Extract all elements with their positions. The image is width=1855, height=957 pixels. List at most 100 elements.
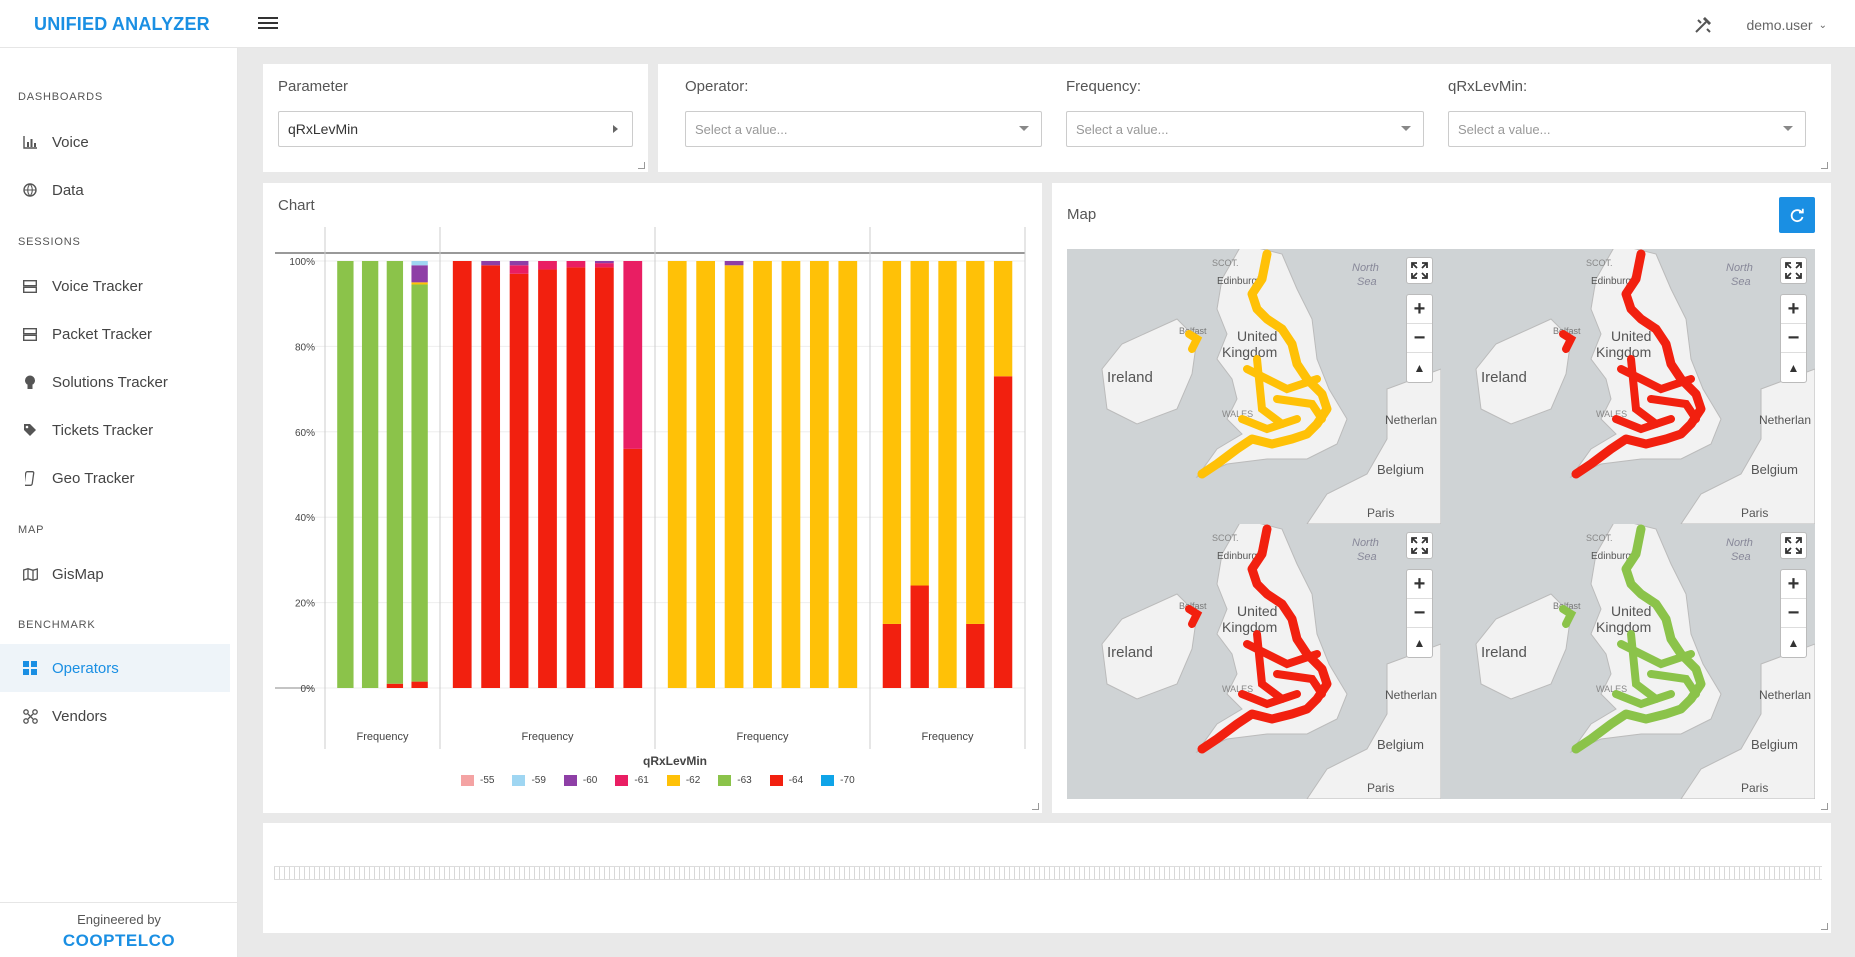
legend-item[interactable]: -61 [615,775,649,786]
sidebar-item-voice-tracker[interactable]: Voice Tracker [0,262,230,310]
bar-segment[interactable] [966,261,985,624]
drive-route[interactable] [1185,330,1203,353]
operator-select[interactable]: Select a value... [685,111,1042,147]
resize-handle[interactable] [638,162,645,169]
resize-handle[interactable] [1821,803,1828,810]
bar-segment[interactable] [411,282,428,285]
bar-segment[interactable] [509,261,529,266]
map-view[interactable]: SCOT. Edinburgh North Sea Belfast United Kingd… [1067,249,1441,524]
drive-route[interactable] [1253,630,1286,703]
resize-handle[interactable] [1821,162,1828,169]
zoom-in-button[interactable]: + [1781,295,1806,324]
drive-route[interactable] [1647,670,1700,698]
fullscreen-button[interactable] [1406,532,1433,559]
zoom-out-button[interactable]: − [1781,324,1806,353]
qrx-select[interactable]: Select a value... [1448,111,1806,147]
bar-segment[interactable] [509,273,529,688]
zoom-out-button[interactable]: − [1781,599,1806,628]
bar-segment[interactable] [910,261,929,586]
map-view[interactable]: SCOT. Edinburgh North Sea Belfast United Kingd… [1067,524,1441,799]
map-view[interactable]: SCOT. Edinburgh North Sea Belfast United Kingd… [1441,249,1815,524]
app-title[interactable]: UNIFIED ANALYZER [34,14,210,34]
drive-route[interactable] [1571,524,1706,754]
legend-item[interactable]: -60 [563,775,597,786]
map-view[interactable]: SCOT. Edinburgh North Sea Belfast United Kingd… [1441,524,1815,799]
sidebar-item-geo-tracker[interactable]: Geo Tracker [0,454,230,502]
menu-toggle-icon[interactable] [258,17,278,31]
drive-route[interactable] [1571,249,1706,479]
drive-route[interactable] [1559,605,1577,628]
refresh-button[interactable] [1779,197,1815,233]
drive-route[interactable] [1612,690,1675,709]
resize-handle[interactable] [1032,803,1039,810]
bar-segment[interactable] [566,267,586,688]
sidebar-item-data[interactable]: Data [0,166,230,214]
bar-segment[interactable] [993,376,1013,688]
sidebar-item-operators[interactable]: Operators [0,644,230,692]
bar-segment[interactable] [696,261,716,688]
bar-segment[interactable] [623,448,643,688]
drive-route[interactable] [1253,355,1286,428]
bar-segment[interactable] [481,261,501,266]
compass-icon[interactable]: ▲ [1413,635,1426,650]
drive-route[interactable] [1627,355,1660,428]
timeline-slider[interactable] [274,866,1822,880]
zoom-out-button[interactable]: − [1407,324,1432,353]
bar-segment[interactable] [966,623,985,688]
fullscreen-button[interactable] [1406,257,1433,284]
bar-segment[interactable] [809,261,829,688]
bar-segment[interactable] [594,261,614,264]
fullscreen-button[interactable] [1780,532,1807,559]
legend-item[interactable]: -62 [666,775,700,786]
resize-handle[interactable] [1821,923,1828,930]
tools-icon[interactable] [1692,14,1714,36]
bar-segment[interactable] [667,261,687,688]
sidebar-item-vendors[interactable]: Vendors [0,692,230,740]
drive-route[interactable] [1627,630,1660,703]
drive-route[interactable] [1197,249,1332,479]
parameter-select[interactable]: qRxLevMin [278,111,633,147]
drive-route[interactable] [1273,670,1326,698]
bar-segment[interactable] [509,265,529,274]
drive-route[interactable] [1559,330,1577,353]
bar-segment[interactable] [910,585,929,688]
frequency-select[interactable]: Select a value... [1066,111,1424,147]
sidebar-item-solutions-tracker[interactable]: Solutions Tracker [0,358,230,406]
bar-segment[interactable] [838,261,858,688]
bar-segment[interactable] [753,261,772,688]
bar-segment[interactable] [781,261,801,688]
compass-icon[interactable]: ▲ [1787,360,1800,375]
legend-item[interactable]: -64 [769,775,803,786]
legend-item[interactable]: -63 [718,775,752,786]
zoom-in-button[interactable]: + [1781,570,1806,599]
zoom-in-button[interactable]: + [1407,295,1432,324]
sidebar-item-voice[interactable]: Voice [0,118,230,166]
sidebar-item-tickets-tracker[interactable]: Tickets Tracker [0,406,230,454]
bar-segment[interactable] [938,261,957,688]
fullscreen-button[interactable] [1780,257,1807,284]
bar-segment[interactable] [594,263,614,268]
legend-item[interactable]: -70 [821,775,855,786]
drive-route[interactable] [1647,395,1700,423]
drive-route[interactable] [1273,395,1326,423]
bar-segment[interactable] [411,265,428,283]
drive-route[interactable] [1238,690,1301,709]
bar-segment[interactable] [337,261,354,688]
drive-route[interactable] [1185,605,1203,628]
bar-segment[interactable] [623,261,643,449]
bar-segment[interactable] [411,284,428,682]
bar-segment[interactable] [882,261,902,624]
sidebar-item-gismap[interactable]: GisMap [0,550,230,598]
bar-segment[interactable] [538,261,557,270]
zoom-in-button[interactable]: + [1407,570,1432,599]
bar-segment[interactable] [361,261,379,688]
user-menu[interactable]: demo.user ⌄ [1746,17,1827,33]
sidebar-item-packet-tracker[interactable]: Packet Tracker [0,310,230,358]
bar-segment[interactable] [566,261,586,268]
bar-segment[interactable] [724,265,744,688]
bar-segment[interactable] [882,623,902,688]
legend-item[interactable]: -55 [461,775,494,786]
bar-segment[interactable] [481,265,501,688]
compass-icon[interactable]: ▲ [1787,635,1800,650]
bar-segment[interactable] [386,261,404,684]
